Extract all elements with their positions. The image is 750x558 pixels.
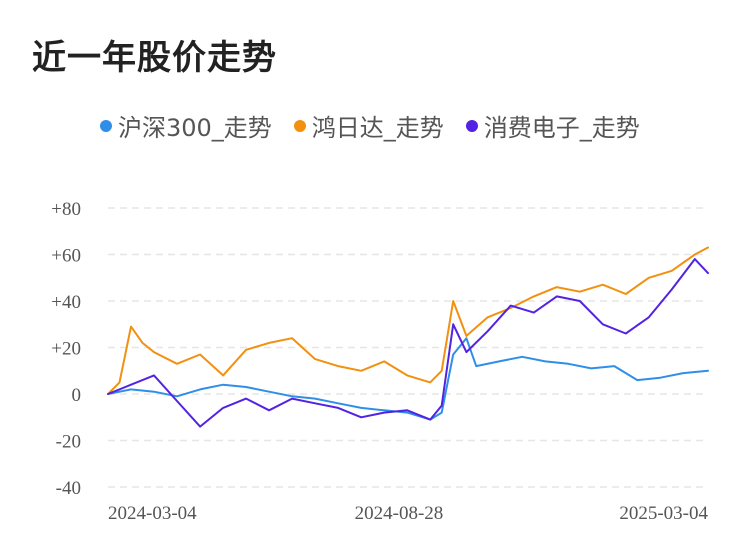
legend: 沪深300_走势 鸿日达_走势 消费电子_走势: [100, 108, 640, 143]
legend-item-hongrida[interactable]: 鸿日达_走势: [293, 108, 444, 143]
y-tick-label: +60: [51, 246, 81, 267]
series-line-1: [107, 246, 709, 395]
series-line-0: [107, 337, 709, 421]
y-tick-label: -40: [56, 478, 81, 499]
legend-item-hs300[interactable]: 沪深300_走势: [100, 108, 272, 143]
legend-label-hongrida: 鸿日达_走势: [311, 114, 444, 142]
legend-dot-consumer-electronics: [465, 119, 478, 132]
y-tick-label: +20: [51, 339, 81, 360]
y-tick-label: +40: [51, 292, 81, 313]
legend-dot-hs300: [100, 119, 112, 132]
legend-label-consumer-electronics: 消费电子_走势: [483, 114, 640, 142]
y-tick-label: -20: [56, 432, 81, 453]
x-tick-label: 2025-03-04: [619, 503, 708, 524]
x-tick-label: 2024-03-04: [108, 503, 197, 524]
y-tick-label: 0: [72, 385, 82, 406]
x-tick-label: 2024-08-28: [355, 503, 444, 524]
legend-dot-hongrida: [293, 119, 306, 132]
series-line-2: [107, 258, 709, 428]
legend-label-hs300: 沪深300_走势: [118, 114, 272, 142]
y-tick-label: +80: [51, 199, 81, 220]
legend-item-consumer-electronics[interactable]: 消费电子_走势: [465, 108, 640, 143]
chart-title: 近一年股价走势: [32, 38, 277, 78]
